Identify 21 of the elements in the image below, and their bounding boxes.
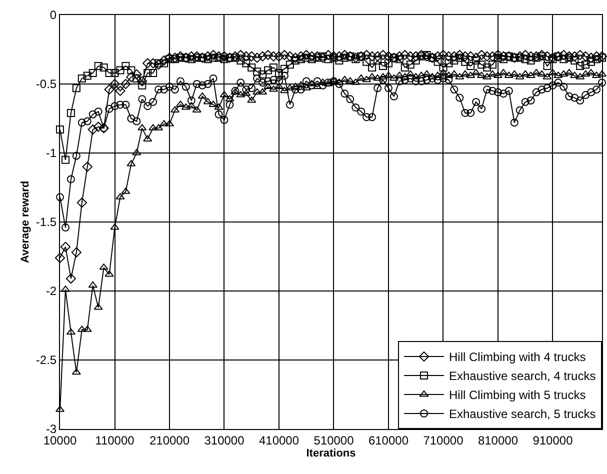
legend-label: Hill Climbing with 5 trucks <box>449 388 586 402</box>
legend-label: Exhaustive search, 5 trucks <box>449 407 596 422</box>
legend-label: Exhaustive search, 4 trucks <box>449 369 596 384</box>
x-tick-label: 410000 <box>258 433 300 448</box>
x-tick-label: 310000 <box>204 433 245 448</box>
y-tick-label: -2 <box>46 284 57 298</box>
legend-label: Hill Climbing with 4 trucks <box>449 350 586 364</box>
x-tick-label: 710000 <box>423 433 464 448</box>
x-tick-label: 210000 <box>149 433 190 448</box>
y-axis-title: Average reward <box>20 180 32 264</box>
x-tick-label: 510000 <box>314 433 354 448</box>
x-tick-label: 610000 <box>368 433 409 448</box>
y-tick-label: -1.5 <box>36 215 57 230</box>
x-tick-label: 810000 <box>478 433 518 448</box>
y-tick-label: -0.5 <box>36 77 57 92</box>
x-tick-label: 110000 <box>95 433 135 448</box>
x-axis-title: Iterations <box>306 448 356 460</box>
y-tick-label: 0 <box>50 8 57 22</box>
y-tick-label: -1 <box>46 146 57 160</box>
y-tick-label: -2.5 <box>36 353 57 368</box>
x-tick-label: 910000 <box>532 433 574 448</box>
